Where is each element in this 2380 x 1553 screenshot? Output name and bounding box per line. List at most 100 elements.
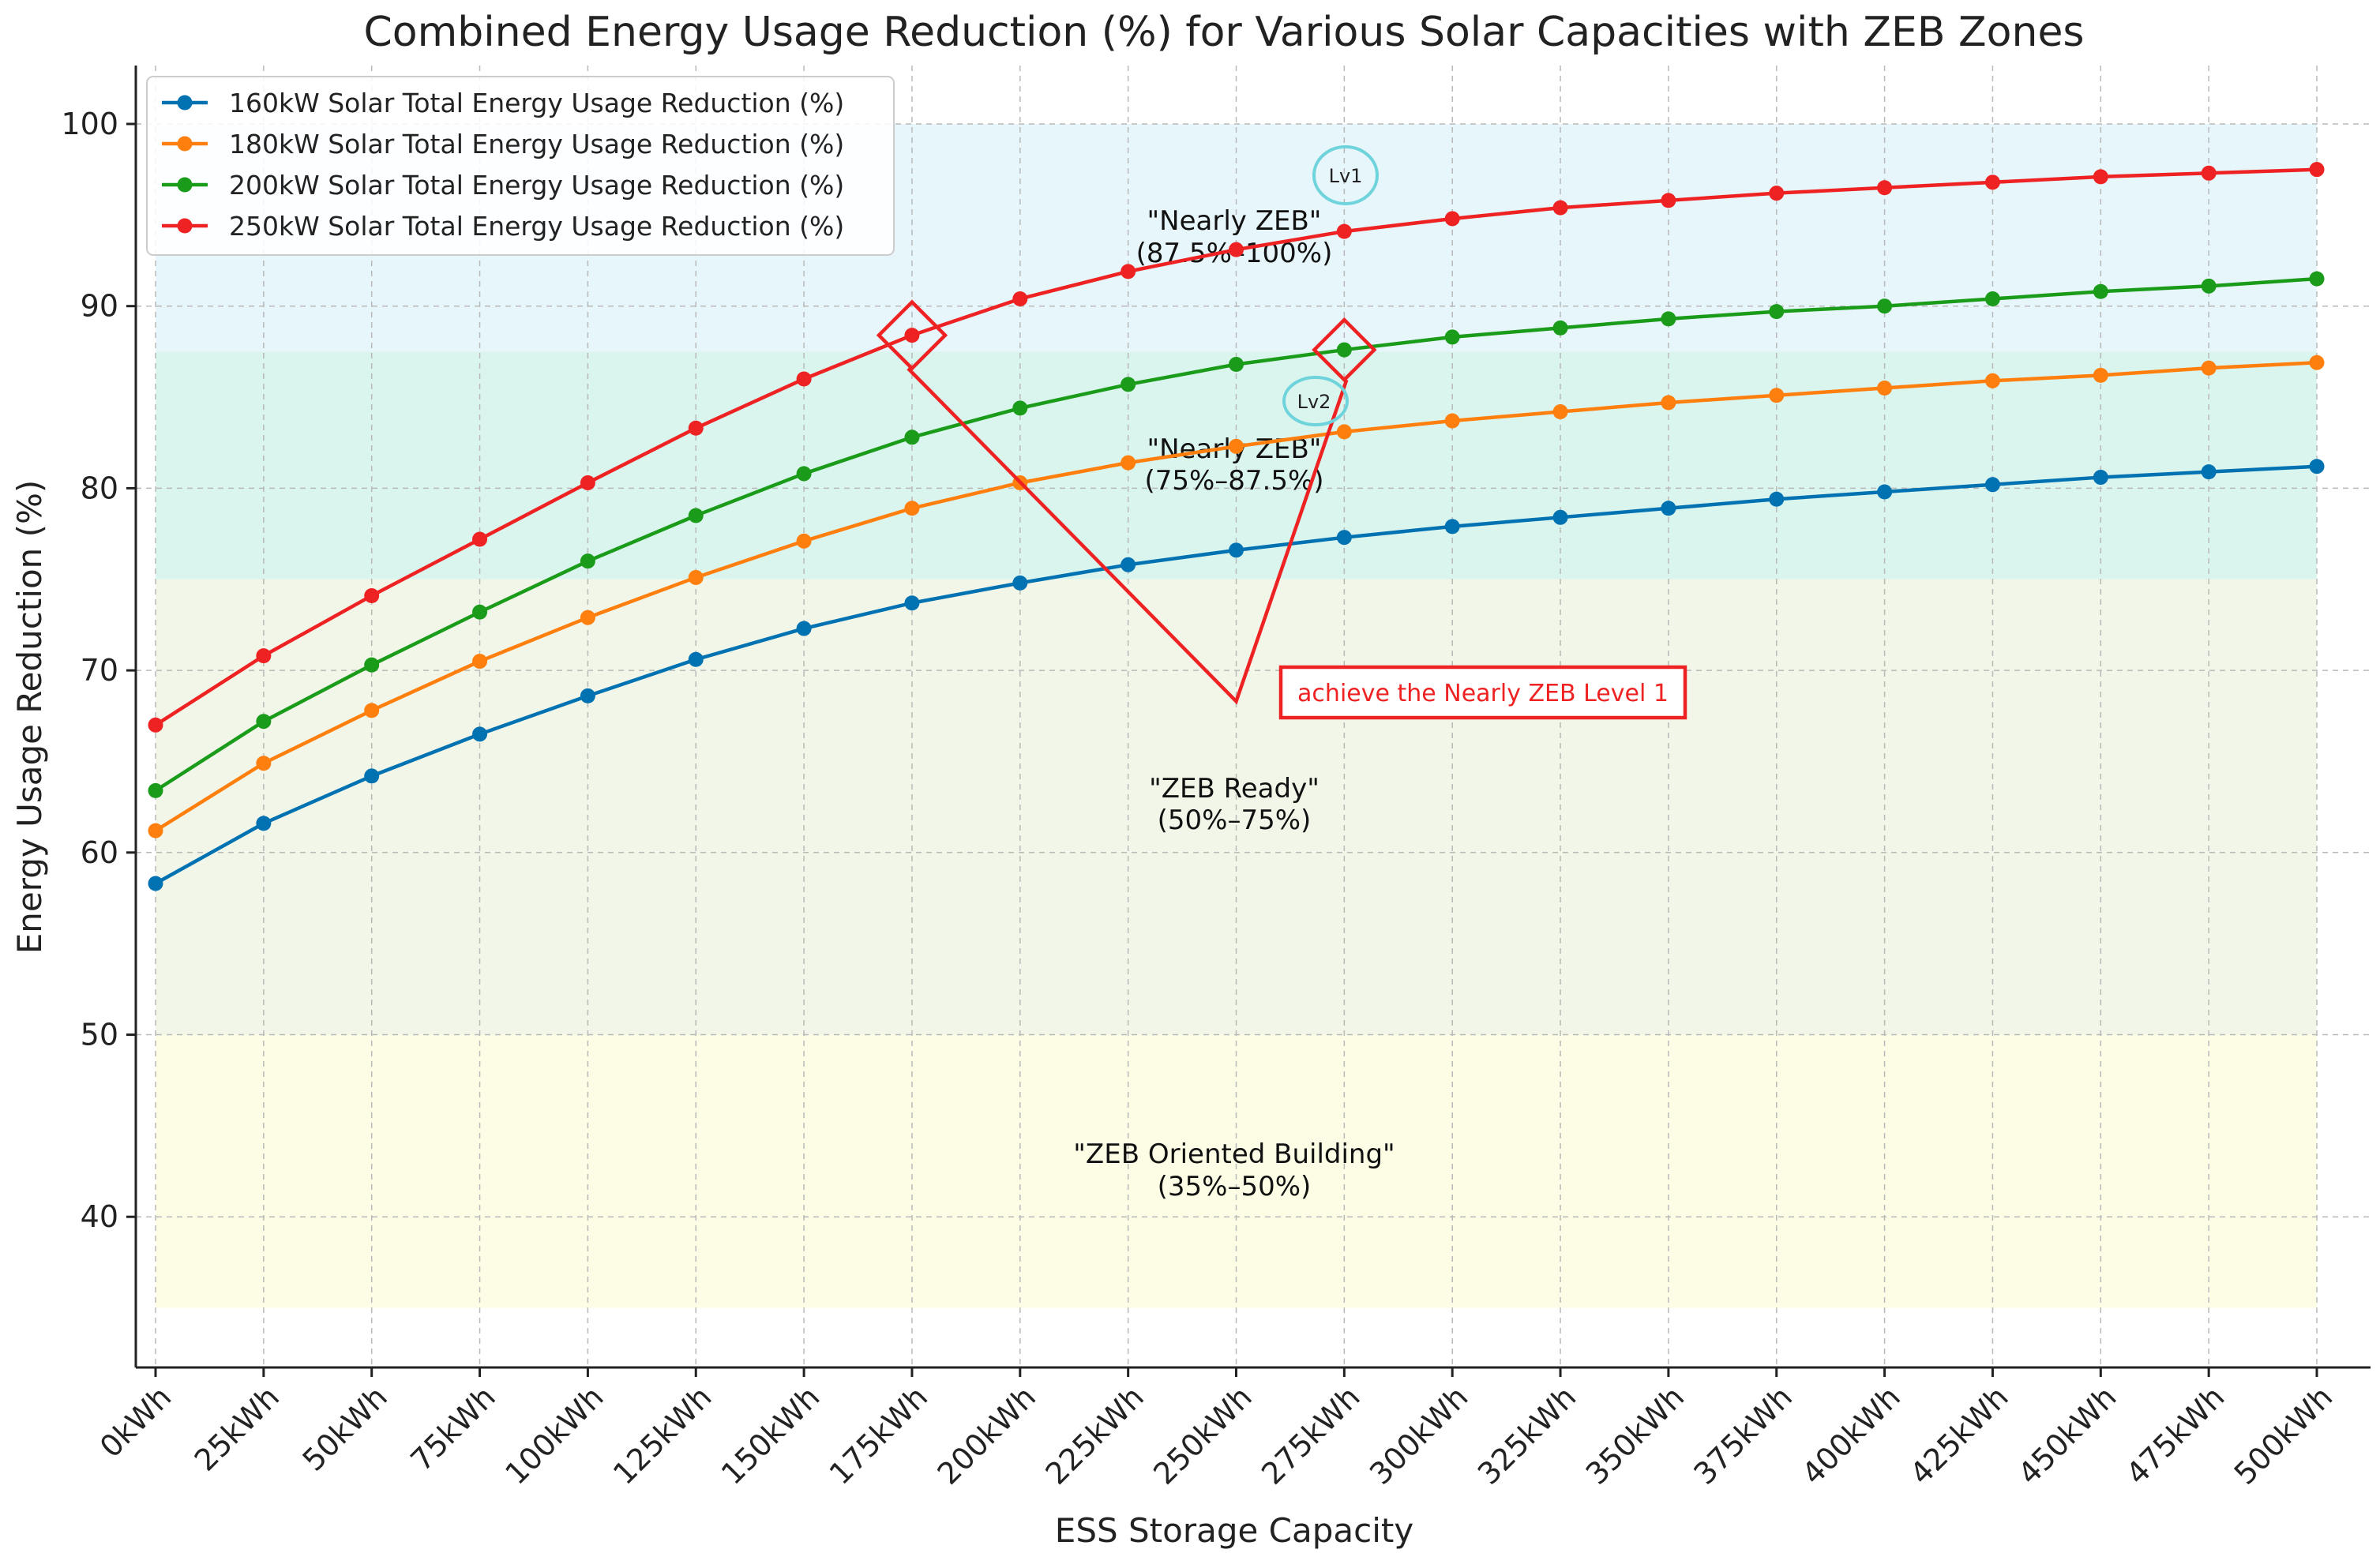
legend-entries: 160kW Solar Total Energy Usage Reduction…	[162, 88, 844, 242]
y-tick-label-40: 40	[81, 1199, 118, 1234]
data-point-0-2	[364, 768, 380, 784]
data-point-1-5	[688, 569, 704, 585]
data-point-3-6	[796, 371, 812, 387]
data-point-1-4	[580, 610, 595, 625]
y-tick-label-60: 60	[81, 835, 118, 870]
x-tick-label-250kWh: 250kWh	[1147, 1379, 1259, 1491]
data-point-2-7	[904, 430, 920, 445]
data-point-2-4	[580, 553, 595, 569]
data-point-2-20	[2309, 271, 2325, 287]
data-point-3-2	[364, 588, 380, 604]
data-point-2-14	[1661, 311, 1676, 327]
data-point-1-3	[472, 654, 488, 670]
data-point-3-3	[472, 531, 488, 547]
data-point-1-6	[796, 533, 812, 549]
data-point-0-11	[1336, 530, 1352, 546]
data-point-2-18	[2093, 283, 2108, 299]
data-point-1-14	[1661, 395, 1676, 411]
x-tick-label-325kWh: 325kWh	[1471, 1379, 1583, 1491]
data-point-2-2	[364, 657, 380, 673]
data-point-3-10	[1229, 242, 1244, 257]
zone-label-zeb-oriented: "ZEB Oriented Building"	[1073, 1138, 1395, 1170]
data-point-2-8	[1012, 400, 1028, 416]
data-point-1-9	[1121, 455, 1136, 471]
x-tick-label-25kWh: 25kWh	[188, 1379, 286, 1477]
data-point-1-0	[148, 823, 163, 838]
zone-range-zeb-oriented: (35%–50%)	[1158, 1171, 1312, 1202]
data-point-3-8	[1012, 291, 1028, 306]
x-tick-label-350kWh: 350kWh	[1579, 1379, 1691, 1491]
x-tick-label-175kWh: 175kWh	[823, 1379, 935, 1491]
data-point-0-5	[688, 651, 704, 667]
data-point-2-15	[1769, 304, 1785, 320]
lv1-label: Lv1	[1329, 165, 1363, 187]
x-tick-label-425kWh: 425kWh	[1903, 1379, 2015, 1491]
x-tick-label-150kWh: 150kWh	[715, 1379, 827, 1491]
data-point-0-20	[2309, 459, 2325, 475]
x-tick-label-0kWh: 0kWh	[93, 1379, 178, 1464]
callout-box	[1278, 665, 1687, 720]
legend-box	[146, 76, 895, 256]
data-point-3-13	[1552, 200, 1568, 216]
data-point-2-3	[472, 604, 488, 620]
data-point-1-7	[904, 501, 920, 516]
x-tick-label-500kWh: 500kWh	[2228, 1379, 2340, 1491]
legend-label-3: 250kW Solar Total Energy Usage Reduction…	[229, 211, 844, 242]
data-point-3-18	[2093, 169, 2108, 185]
series-3	[148, 162, 2325, 733]
data-point-2-0	[148, 782, 163, 798]
data-point-0-14	[1661, 501, 1676, 516]
series-2	[148, 271, 2325, 798]
data-point-0-15	[1769, 491, 1785, 507]
data-point-3-15	[1769, 186, 1785, 201]
x-tick-label-275kWh: 275kWh	[1255, 1379, 1367, 1491]
data-point-3-12	[1444, 211, 1460, 227]
callout-arrow	[907, 367, 1349, 705]
legend-entry-3: 250kW Solar Total Energy Usage Reduction…	[162, 211, 844, 242]
data-point-1-2	[364, 703, 380, 718]
y-tick-label-50: 50	[81, 1018, 118, 1052]
data-point-2-10	[1229, 357, 1244, 373]
legend-label-2: 200kW Solar Total Energy Usage Reduction…	[229, 170, 844, 201]
axes	[134, 66, 2371, 1369]
x-tick-label-200kWh: 200kWh	[931, 1379, 1043, 1491]
data-point-0-10	[1229, 542, 1244, 558]
data-point-0-19	[2201, 464, 2217, 480]
data-point-1-16	[1877, 381, 1893, 396]
data-point-1-15	[1769, 388, 1785, 403]
data-point-3-0	[148, 717, 163, 733]
data-point-1-11	[1336, 424, 1352, 440]
x-tick-label-450kWh: 450kWh	[2011, 1379, 2123, 1491]
data-point-2-16	[1877, 298, 1893, 314]
data-point-1-13	[1552, 404, 1568, 420]
legend-entry-0: 160kW Solar Total Energy Usage Reduction…	[162, 88, 844, 118]
y-tick-label-80: 80	[81, 471, 118, 505]
legend-swatch-marker-0	[177, 95, 193, 111]
zone-range-nearly-zeb-2: (75%–87.5%)	[1144, 465, 1323, 497]
legend-entry-1: 180kW Solar Total Energy Usage Reduction…	[162, 129, 844, 159]
x-tick-label-300kWh: 300kWh	[1363, 1379, 1475, 1491]
data-point-0-8	[1012, 575, 1028, 591]
x-tick-label-225kWh: 225kWh	[1038, 1379, 1151, 1491]
data-point-2-17	[1984, 291, 2000, 306]
data-point-0-17	[1984, 477, 2000, 493]
zone-label-nearly-zeb-1: "Nearly ZEB"	[1147, 205, 1322, 237]
data-point-2-13	[1552, 320, 1568, 336]
annotation-layer: achieve the Nearly ZEB Level 1 Lv1 Lv2	[876, 145, 1687, 720]
data-point-3-4	[580, 475, 595, 490]
callout-note-text: achieve the Nearly ZEB Level 1	[1297, 680, 1669, 707]
data-point-3-17	[1984, 174, 2000, 190]
data-point-0-16	[1877, 484, 1893, 500]
data-point-2-5	[688, 508, 704, 523]
data-point-1-1	[256, 756, 272, 771]
data-point-2-6	[796, 466, 812, 482]
series-1	[148, 354, 2325, 838]
x-axis-title: ESS Storage Capacity	[1055, 1511, 1413, 1550]
data-point-0-6	[796, 621, 812, 636]
zone-range-zeb-ready: (50%–75%)	[1158, 805, 1312, 836]
zones-layer	[156, 124, 2317, 1308]
data-point-3-19	[2201, 165, 2217, 181]
data-point-2-12	[1444, 329, 1460, 345]
y-tick-label-70: 70	[81, 653, 118, 688]
